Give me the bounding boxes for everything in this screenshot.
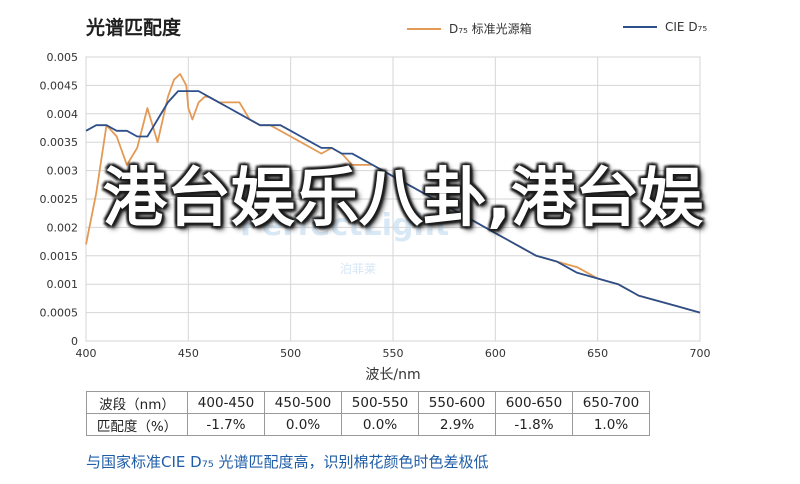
x-tick-label: 600 [485,347,506,360]
legend-label-d75-box: D₇₅ 标准光源箱 [449,22,532,36]
x-tick-label: 450 [178,347,199,360]
y-tick-label: 0 [71,335,78,348]
overlay-headline: 港台娱乐八卦,港台娱 [102,162,704,236]
y-tick-label: 0.002 [47,221,79,234]
table-cell: -1.7% [187,413,265,436]
y-tick-label: 0.0025 [40,193,79,206]
table-cell: 650-700 [572,391,650,414]
chart-title: 光谱匹配度 [86,17,182,39]
y-tick-label: 0.0015 [40,250,79,263]
table-cell: 0.0% [341,413,419,436]
table-cell: 550-600 [418,391,496,414]
table-cell: 1.0% [572,413,650,436]
table-cell: -1.8% [495,413,573,436]
x-axis-label: 波长/nm [365,367,420,383]
table-row: 匹配度（%） -1.7% 0.0% 0.0% 2.9% -1.8% 1.0% [86,413,650,436]
table-cell: 0.0% [264,413,342,436]
x-tick-label: 650 [587,347,608,360]
legend-d75-box: D₇₅ 标准光源箱 [407,20,532,37]
table-cell: 400-450 [187,391,265,414]
watermark-sub: 泊菲莱 [340,262,377,276]
table-cell: 600-650 [495,391,573,414]
x-tick-label: 550 [383,347,404,360]
y-tick-label: 0.0045 [40,79,79,92]
legend-swatch-orange [407,27,441,30]
caption: 与国家标准CIE D₇₅ 光谱匹配度高，识别棉花颜色时色差极低 [86,453,489,471]
legend-swatch-blue [623,26,657,28]
y-tick-label: 0.005 [47,51,79,64]
table-cell: 2.9% [418,413,496,436]
y-tick-label: 0.0035 [40,136,79,149]
watermark-logo: PerfectLight [240,208,450,243]
y-tick-label: 0.0005 [40,307,79,320]
legend-label-cie-d75: CIE D₇₅ [665,20,708,34]
x-tick-label: 500 [280,347,301,360]
x-tick-label: 400 [76,347,97,360]
y-tick-label: 0.001 [47,278,79,291]
y-tick-label: 0.003 [47,165,79,178]
match-table: 波段（nm） 400-450 450-500 500-550 550-600 6… [86,391,650,436]
y-tick-label: 0.004 [47,108,79,121]
legend-cie-d75: CIE D₇₅ [623,20,707,34]
x-tick-label: 700 [690,347,711,360]
table-cell: 匹配度（%） [86,413,188,436]
table-cell: 500-550 [341,391,419,414]
table-cell: 450-500 [264,391,342,414]
table-row: 波段（nm） 400-450 450-500 500-550 550-600 6… [86,391,650,414]
series-line-cie-d75 [85,90,701,314]
table-cell: 波段（nm） [86,391,188,414]
